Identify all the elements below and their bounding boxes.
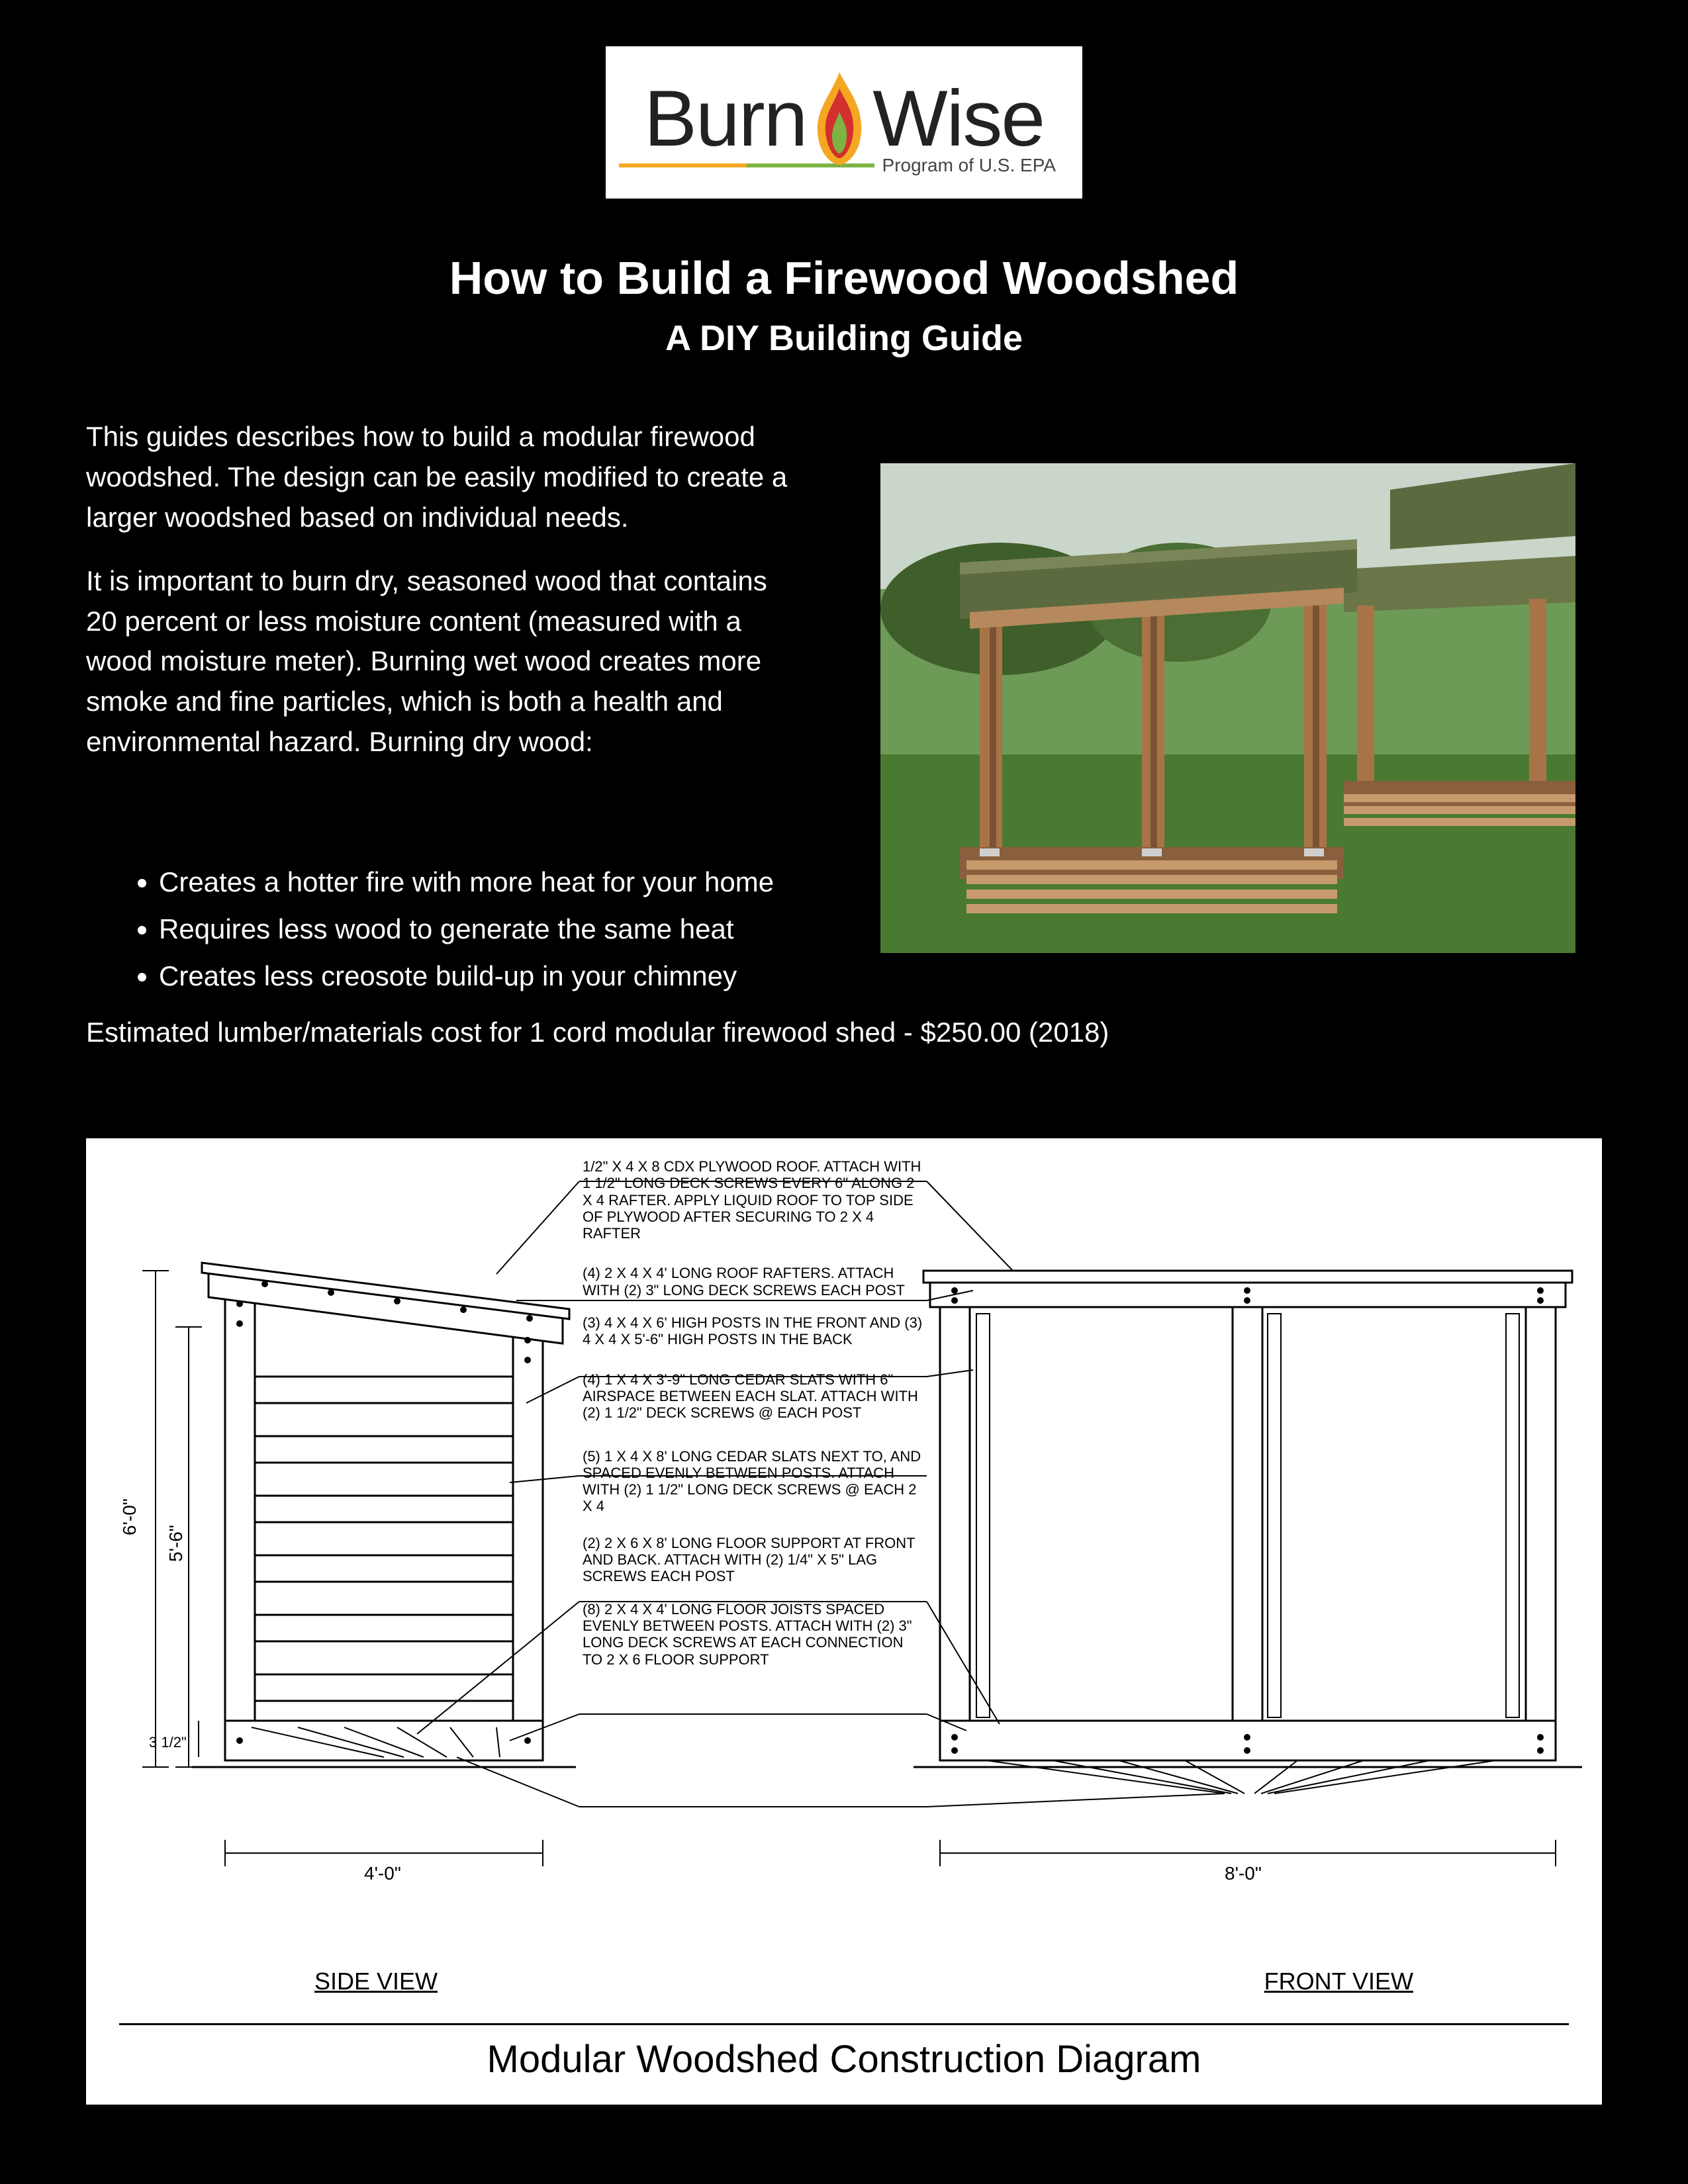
construction-diagram: 4'-0" 8'-0" 6'-0" 5'-6" 3 1/2" 1/2" X 4 … [86,1138,1602,2105]
callout: (4) 1 X 4 X 3'-9" LONG CEDAR SLATS WITH … [583,1371,927,1422]
list-item: Creates less creosote build-up in your c… [159,954,774,997]
intro-p1: This guides describes how to build a mod… [86,417,801,538]
intro-p2: It is important to burn dry, seasoned wo… [86,561,801,762]
dim-floor-gap: 3 1/2" [149,1734,187,1751]
callout: (2) 2 X 6 X 8' LONG FLOOR SUPPORT AT FRO… [583,1535,927,1585]
page-title: How to Build a Firewood Woodshed [0,251,1688,304]
logo-word-right: Wise [872,73,1044,164]
title-block: How to Build a Firewood Woodshed A DIY B… [0,251,1688,359]
callout: (3) 4 X 4 X 6' HIGH POSTS IN THE FRONT A… [583,1314,927,1348]
woodshed-photo [880,463,1575,953]
burnwise-logo: Burn Wise Program of U.S. EPA [606,46,1082,199]
benefits-list: Creates a hotter fire with more heat for… [132,860,774,1001]
side-view-label: SIDE VIEW [314,1968,438,1995]
logo-subtitle: Program of U.S. EPA [882,155,1056,176]
callout-column: 1/2" X 4 X 8 CDX PLYWOOD ROOF. ATTACH WI… [583,1158,927,1684]
dim-front-width: 8'-0" [1225,1863,1262,1884]
dim-height-back: 5'-6" [165,1525,186,1562]
flame-icon [810,69,869,168]
callout: (5) 1 X 4 X 8' LONG CEDAR SLATS NEXT TO,… [583,1448,927,1515]
page-subtitle: A DIY Building Guide [0,318,1688,359]
dim-side-width: 4'-0" [364,1863,401,1884]
list-item: Requires less wood to generate the same … [159,907,774,950]
callout: (8) 2 X 4 X 4' LONG FLOOR JOISTS SPACED … [583,1601,927,1668]
list-item: Creates a hotter fire with more heat for… [159,860,774,903]
callout: (4) 2 X 4 X 4' LONG ROOF RAFTERS. ATTACH… [583,1265,927,1298]
front-view-label: FRONT VIEW [1264,1968,1413,1995]
intro-text: This guides describes how to build a mod… [86,417,801,786]
diagram-divider [119,2023,1569,2025]
logo-word-left: Burn [644,73,806,164]
dim-height-front: 6'-0" [119,1498,140,1535]
callout: 1/2" X 4 X 8 CDX PLYWOOD ROOF. ATTACH WI… [583,1158,927,1242]
cost-estimate: Estimated lumber/materials cost for 1 co… [86,1013,1602,1053]
diagram-title: Modular Woodshed Construction Diagram [86,2037,1602,2081]
